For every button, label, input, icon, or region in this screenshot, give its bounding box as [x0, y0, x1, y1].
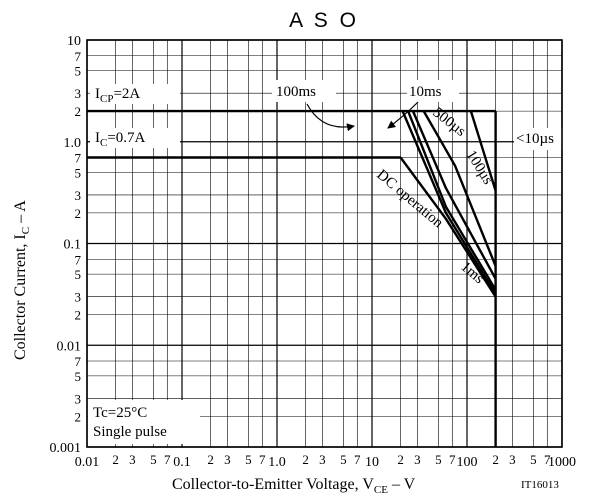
series-dc-operation — [399, 156, 497, 298]
label-1ms: 1ms — [457, 259, 487, 287]
x-tick-label: 1000 — [548, 455, 576, 470]
y-tick-label: 2 — [75, 104, 82, 119]
y-tick-label: 10 — [67, 34, 81, 49]
y-tick-label: 3 — [75, 86, 82, 101]
icp-label: ICP=2A — [95, 86, 140, 105]
label-500us: 500µs — [430, 105, 469, 140]
x-tick-label: 5 — [435, 452, 442, 467]
x-tick-label: 3 — [319, 452, 326, 467]
y-tick-label: 3 — [75, 391, 82, 406]
y-tick-label: 2 — [75, 308, 82, 323]
label-tc: Tc=25°C — [93, 405, 147, 421]
y-tick-label: 5 — [75, 267, 82, 282]
y-tick-label: 0.1 — [64, 238, 82, 253]
chart-title: A S O — [289, 9, 359, 32]
x-tick-label: 3 — [129, 452, 136, 467]
x-tick-label: 7 — [259, 452, 266, 467]
x-tick-label: 0.1 — [173, 455, 191, 470]
x-tick-label: 5 — [340, 452, 347, 467]
plot-frame — [86, 39, 563, 448]
x-tick-label: 2 — [492, 452, 499, 467]
x-tick-label: 10 — [365, 455, 379, 470]
y-tick-label: 5 — [75, 165, 82, 180]
y-tick-label: 5 — [75, 369, 82, 384]
series-1ms — [406, 110, 497, 291]
series-100-s — [469, 110, 497, 192]
x-tick-label: 1.0 — [268, 455, 286, 470]
y-tick-label: 1.0 — [64, 136, 82, 151]
y-axis-label: Collector Current, IC – A — [12, 200, 32, 360]
x-tick-label: 2 — [302, 452, 309, 467]
arrow-10ms — [387, 101, 419, 129]
x-tick-label: 7 — [544, 452, 551, 467]
label-100ms: 100ms — [276, 84, 316, 100]
x-tick-label: 7 — [449, 452, 456, 467]
y-tick-label: 7 — [75, 252, 82, 267]
x-tick-label: 5 — [150, 452, 157, 467]
figure-id: IT16013 — [521, 479, 559, 491]
series-500-s — [422, 110, 497, 267]
series-10ms — [411, 110, 497, 280]
x-axis-label: Collector-to-Emitter Voltage, VCE – V — [172, 476, 416, 496]
y-tick-label: 7 — [75, 354, 82, 369]
x-tick-label: 5 — [245, 452, 252, 467]
arrow-100ms — [306, 103, 355, 132]
x-tick-label: 7 — [164, 452, 171, 467]
y-tick-label: 2 — [75, 206, 82, 221]
label-10ms: 10ms — [409, 84, 442, 100]
x-tick-label: 2 — [397, 452, 404, 467]
y-tick-label: 7 — [75, 49, 82, 64]
y-tick-label: 7 — [75, 151, 82, 166]
y-tick-label: 3 — [75, 290, 82, 305]
series-lines — [87, 109, 497, 447]
ic-label: IC=0.7A — [95, 130, 146, 149]
series-100ms — [401, 110, 497, 295]
label-lt10us: <10µs — [516, 131, 554, 147]
x-tick-label: 3 — [509, 452, 516, 467]
y-tick-label: 3 — [75, 188, 82, 203]
x-tick-label: 100 — [457, 455, 478, 470]
y-tick-label: 0.001 — [50, 441, 82, 456]
x-tick-label: 7 — [354, 452, 361, 467]
y-tick-label: 0.01 — [57, 339, 82, 354]
label-single-pulse: Single pulse — [93, 424, 167, 440]
x-ticks: 2 3 5 7 2 3 5 7 2 3 5 7 2 3 5 7 2 3 5 70.01 0.1 1.0 10 100 1000 — [75, 452, 576, 470]
x-tick-label: 3 — [414, 452, 421, 467]
x-tick-label: 3 — [224, 452, 231, 467]
label-dc-operation: DC operation — [373, 167, 446, 232]
x-tick-label: 2 — [112, 452, 119, 467]
x-tick-label: 2 — [207, 452, 214, 467]
label-masks — [88, 80, 569, 444]
y-tick-label: 5 — [75, 64, 82, 79]
x-tick-label: 5 — [530, 452, 537, 467]
x-tick-label: 0.01 — [75, 455, 100, 470]
y-tick-label: 2 — [75, 409, 82, 424]
